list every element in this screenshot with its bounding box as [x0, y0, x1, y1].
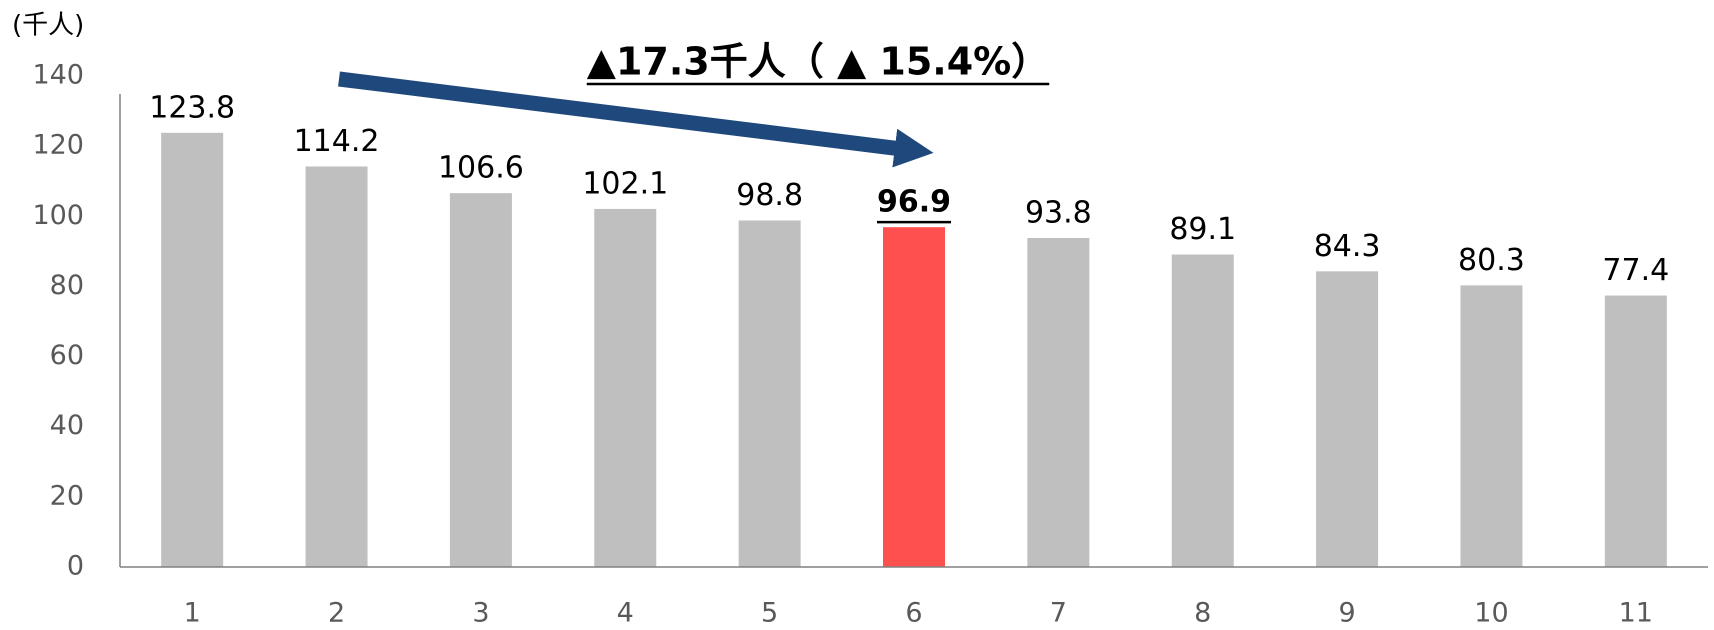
bar — [738, 220, 801, 567]
data-label: 89.1 — [1169, 212, 1236, 247]
x-tick-label: 8 — [1194, 598, 1211, 629]
bar — [1460, 285, 1523, 567]
bar — [305, 166, 368, 567]
data-label: 114.2 — [294, 124, 380, 159]
y-tick-label: 120 — [32, 130, 84, 161]
x-tick-label: 2 — [328, 598, 345, 629]
data-label: 123.8 — [149, 90, 235, 125]
bar — [1316, 271, 1379, 567]
unit-label: (千人) — [12, 11, 84, 41]
x-tick-label: 4 — [617, 598, 634, 629]
bar — [1027, 238, 1090, 567]
y-tick-label: 60 — [50, 340, 84, 371]
data-label: 93.8 — [1025, 196, 1092, 231]
x-tick-label: 7 — [1050, 598, 1067, 629]
data-label: 98.8 — [736, 178, 803, 213]
data-label: 84.3 — [1314, 229, 1381, 264]
data-label: 102.1 — [582, 166, 668, 201]
data-label: 80.3 — [1458, 243, 1525, 278]
data-label: 106.6 — [438, 151, 524, 186]
y-tick-label: 0 — [67, 551, 84, 582]
y-tick-label: 80 — [50, 270, 84, 301]
x-tick-label: 1 — [184, 598, 201, 629]
bar — [1604, 295, 1667, 567]
bar — [1171, 254, 1234, 568]
annotation: ▲17.3千人（ ▲ 15.4%） — [587, 40, 1050, 84]
x-tick-label: 10 — [1474, 598, 1508, 629]
trend-arrow — [338, 71, 934, 168]
bar — [161, 132, 224, 567]
x-tick-label: 6 — [905, 598, 922, 629]
x-tick-label: 3 — [472, 598, 489, 629]
data-label: 96.9 — [877, 185, 951, 220]
bar — [594, 208, 657, 567]
bar — [883, 227, 945, 568]
y-tick-label: 40 — [50, 410, 84, 441]
y-tick-label: 140 — [32, 60, 84, 91]
bar — [449, 193, 512, 568]
x-tick-label: 9 — [1338, 598, 1355, 629]
y-tick-label: 20 — [50, 480, 84, 511]
y-tick-label: 100 — [32, 200, 84, 231]
x-tick-label: 5 — [761, 598, 778, 629]
data-label: 77.4 — [1602, 253, 1669, 288]
x-tick-label: 11 — [1619, 598, 1653, 629]
